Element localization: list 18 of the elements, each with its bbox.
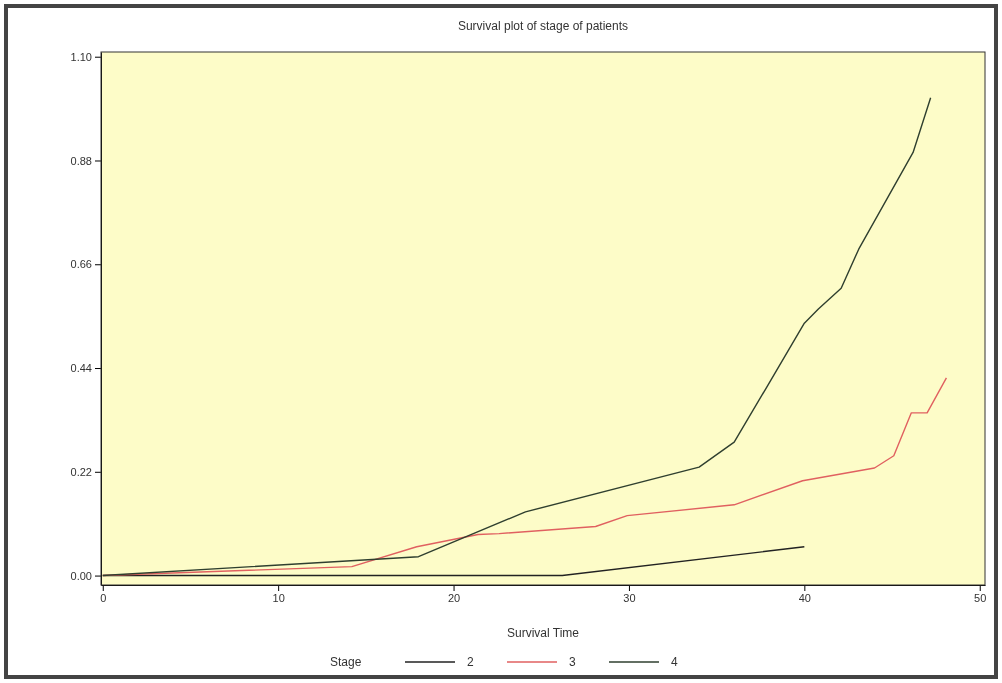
legend-title: Stage — [330, 655, 362, 669]
y-tick-label: 0.88 — [70, 154, 92, 167]
y-tick-label: 0.22 — [70, 465, 92, 478]
x-tick-label: 50 — [974, 591, 987, 604]
x-tick-label: 40 — [798, 591, 811, 604]
y-tick-label: 0.66 — [70, 258, 92, 271]
x-tick-label: 20 — [447, 591, 461, 604]
legend-label: 4 — [671, 655, 678, 669]
y-tick-label: 0.44 — [70, 362, 92, 375]
x-axis-title: Survival Time — [506, 626, 580, 640]
legend-label: 3 — [569, 655, 576, 669]
y-tick-label: 1.10 — [70, 50, 92, 63]
legend-label: 2 — [467, 655, 474, 669]
x-tick-label: 10 — [272, 591, 285, 604]
x-tick-label: 0 — [100, 591, 107, 604]
chart-title: Survival plot of stage of patients — [457, 19, 629, 33]
y-tick-label: 0.00 — [70, 569, 92, 582]
x-tick-label: 30 — [623, 591, 636, 604]
